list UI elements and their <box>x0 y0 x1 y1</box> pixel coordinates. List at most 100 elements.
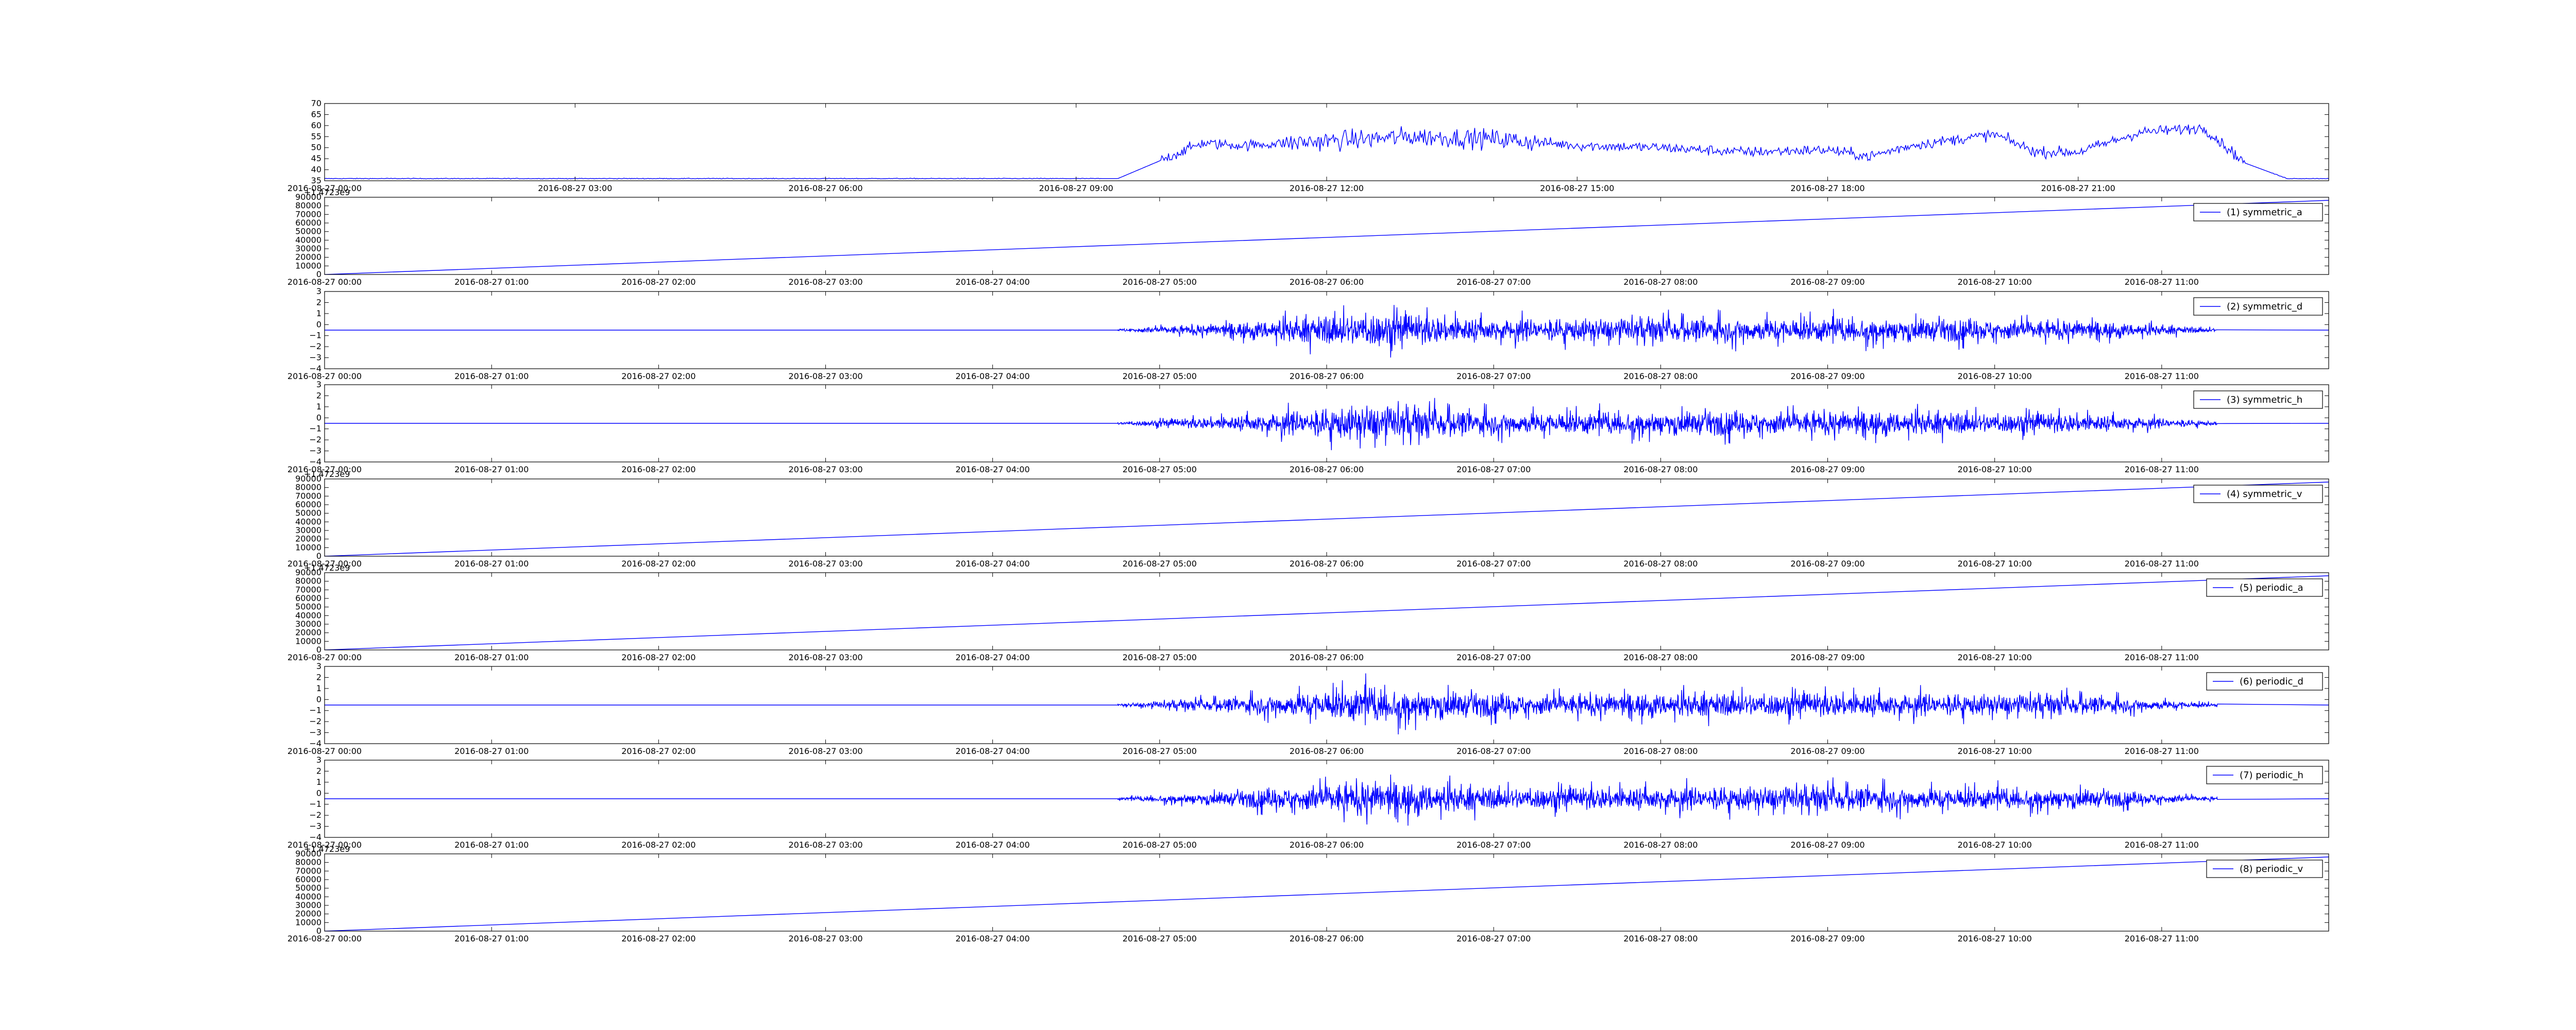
x-tick-label: 2016-08-27 09:00 <box>1790 934 1865 943</box>
y-tick-label: 50 <box>311 143 321 152</box>
axis-offset-label: +1.4723e9 <box>304 563 350 573</box>
y-tick-label: 2 <box>316 390 321 400</box>
x-tick-label: 2016-08-27 01:00 <box>454 465 529 474</box>
y-tick-label: 70000 <box>295 866 321 876</box>
axis-offset-label: +1.4723e9 <box>304 187 350 197</box>
data-line <box>325 200 2329 274</box>
axes-frame <box>324 760 2329 838</box>
x-tick-label: 2016-08-27 05:00 <box>1123 559 1197 569</box>
x-tick-label: 2016-08-27 07:00 <box>1456 934 1531 943</box>
axes-frame <box>324 384 2329 462</box>
data-line <box>325 856 2329 931</box>
y-tick-label: 90000 <box>295 849 321 859</box>
y-tick-label: 20000 <box>295 252 321 262</box>
x-tick-label: 2016-08-27 08:00 <box>1623 653 1698 662</box>
x-tick-label: 2016-08-27 00:00 <box>287 653 362 662</box>
x-tick-label: 2016-08-27 11:00 <box>2125 465 2199 474</box>
x-tick-label: 2016-08-27 00:00 <box>287 934 362 943</box>
x-tick-label: 2016-08-27 08:00 <box>1623 277 1698 287</box>
y-tick-label: −4 <box>309 739 321 748</box>
x-tick-label: 2016-08-27 00:00 <box>287 277 362 287</box>
y-tick-label: 60 <box>311 121 321 130</box>
axes-frame <box>324 478 2329 557</box>
x-tick-label: 2016-08-27 03:00 <box>788 559 862 569</box>
y-tick-label: −1 <box>309 799 321 809</box>
y-tick-label: 2 <box>316 672 321 682</box>
y-tick-label: 80000 <box>295 857 321 867</box>
y-tick-label: 3 <box>316 661 321 671</box>
data-line <box>325 124 2329 180</box>
x-tick-label: 2016-08-27 09:00 <box>1790 465 1865 474</box>
x-tick-label: 2016-08-27 06:00 <box>1290 277 1364 287</box>
x-tick-label: 2016-08-27 11:00 <box>2125 371 2199 381</box>
x-tick-label: 2016-08-27 03:00 <box>788 653 862 662</box>
x-tick-label: 2016-08-27 03:00 <box>788 934 862 943</box>
x-tick-label: 2016-08-27 04:00 <box>956 559 1030 569</box>
x-tick-label: 2016-08-27 05:00 <box>1123 371 1197 381</box>
x-tick-label: 2016-08-27 18:00 <box>1790 183 1865 193</box>
x-tick-label: 2016-08-27 06:00 <box>1290 840 1364 850</box>
x-tick-label: 2016-08-27 03:00 <box>788 465 862 474</box>
y-tick-label: 0 <box>316 319 321 329</box>
x-tick-label: 2016-08-27 11:00 <box>2125 934 2199 943</box>
y-tick-label: −1 <box>309 706 321 715</box>
x-tick-label: 2016-08-27 09:00 <box>1790 840 1865 850</box>
y-tick-label: 70000 <box>295 209 321 219</box>
plot-area <box>325 482 2329 556</box>
x-tick-label: 2016-08-27 01:00 <box>454 746 529 756</box>
x-tick-label: 2016-08-27 03:00 <box>788 840 862 850</box>
data-line <box>325 305 2329 358</box>
legend-label: (5) periodic_a <box>2240 582 2303 593</box>
x-tick-label: 2016-08-27 05:00 <box>1123 277 1197 287</box>
x-tick-label: 2016-08-27 00:00 <box>287 559 362 569</box>
y-tick-label: 10000 <box>295 542 321 552</box>
plot-area <box>325 124 2329 180</box>
panel-9: 0100002000030000400005000060000700008000… <box>287 844 2329 943</box>
y-tick-label: 10000 <box>295 636 321 646</box>
y-tick-label: −1 <box>309 424 321 434</box>
y-tick-label: −3 <box>309 728 321 737</box>
x-tick-label: 2016-08-27 10:00 <box>1958 277 2032 287</box>
x-tick-label: 2016-08-27 10:00 <box>1958 653 2032 662</box>
y-tick-label: 10000 <box>295 917 321 927</box>
x-tick-label: 2016-08-27 05:00 <box>1123 840 1197 850</box>
plot-area <box>325 575 2329 650</box>
panel-4: −4−3 −2−1 0 1 23 2016-08-27 00:00 2016-08-27 0… <box>287 380 2329 474</box>
y-tick-label: 90000 <box>295 568 321 577</box>
x-tick-label: 2016-08-27 08:00 <box>1623 559 1698 569</box>
legend: (1) symmetric_a <box>2193 203 2323 221</box>
x-tick-label: 2016-08-27 05:00 <box>1123 465 1197 474</box>
axes-frame <box>324 291 2329 369</box>
y-tick-label: 40 <box>311 165 321 175</box>
y-tick-label: 0 <box>316 694 321 704</box>
y-tick-label: 60000 <box>295 593 321 603</box>
panel-5: 0100002000030000400005000060000700008000… <box>287 469 2329 569</box>
y-tick-label: 0 <box>316 551 321 561</box>
legend-label: (3) symmetric_h <box>2227 394 2302 405</box>
y-tick-label: 65 <box>311 109 321 119</box>
y-tick-label: −2 <box>309 435 321 444</box>
data-line <box>325 398 2329 451</box>
legend: (7) periodic_h <box>2206 766 2323 784</box>
legend: (2) symmetric_d <box>2193 297 2323 316</box>
x-tick-label: 2016-08-27 02:00 <box>621 277 696 287</box>
x-tick-label: 2016-08-27 07:00 <box>1456 840 1531 850</box>
legend: (8) periodic_v <box>2206 860 2323 878</box>
x-tick-label: 2016-08-27 01:00 <box>454 840 529 850</box>
axes-frame <box>324 572 2329 650</box>
x-tick-label: 2016-08-27 10:00 <box>1958 840 2032 850</box>
y-tick-label: 3 <box>316 755 321 765</box>
x-tick-label: 2016-08-27 02:00 <box>621 653 696 662</box>
x-tick-label: 2016-08-27 04:00 <box>956 653 1030 662</box>
y-tick-label: 3 <box>316 380 321 389</box>
y-tick-label: −2 <box>309 341 321 351</box>
x-tick-label: 2016-08-27 06:00 <box>1290 934 1364 943</box>
x-tick-label: 2016-08-27 00:00 <box>287 465 362 474</box>
y-tick-label: 40000 <box>295 517 321 526</box>
y-tick-label: −3 <box>309 353 321 363</box>
y-tick-label: 80000 <box>295 201 321 211</box>
y-tick-label: 10000 <box>295 261 321 270</box>
plot-area <box>325 856 2329 931</box>
x-tick-label: 2016-08-27 06:00 <box>788 183 862 193</box>
x-tick-label: 2016-08-27 03:00 <box>788 371 862 381</box>
